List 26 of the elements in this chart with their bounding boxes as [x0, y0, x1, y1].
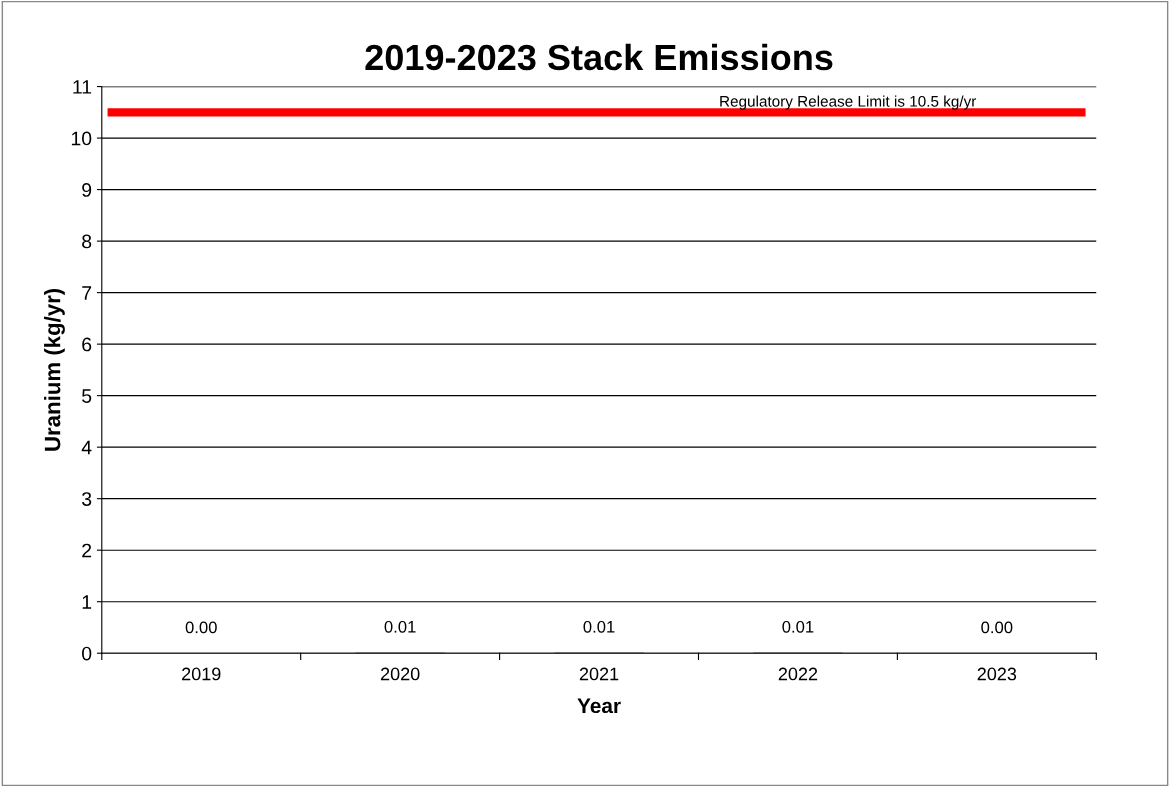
data-label: 0.01 [384, 620, 416, 633]
y-tick-label: 5 [82, 389, 92, 403]
ref-line-label: Regulatory Release Limit is 10.5 kg/yr [720, 95, 977, 110]
y-tick-label: 9 [82, 183, 92, 197]
data-label: 0.00 [185, 621, 217, 634]
x-tick-label: 2023 [977, 667, 1017, 681]
y-tick-label: 3 [82, 492, 92, 506]
x-tick-label: 2022 [778, 667, 818, 681]
y-tick-label: 7 [82, 286, 92, 300]
data-label: 0.01 [782, 620, 814, 633]
data-label: 0.00 [981, 621, 1013, 634]
y-axis-title: Uranium (kg/yr) [44, 288, 65, 451]
y-tick-label: 8 [82, 234, 92, 249]
y-tick-label: 6 [82, 337, 92, 352]
y-tick-label: 11 [73, 80, 92, 94]
y-tick-label: 4 [81, 440, 92, 455]
x-tick-label: 2019 [182, 667, 221, 681]
y-tick-label: 0 [82, 646, 92, 661]
x-axis-title: Year [577, 698, 621, 714]
x-tick-label: 2020 [380, 667, 420, 681]
data-label: 0.01 [583, 620, 615, 633]
x-tick-label: 2021 [579, 667, 619, 681]
chart-title: 2019-2023 Stack Emissions [365, 43, 833, 71]
y-tick-label: 1 [82, 595, 92, 609]
y-tick-label: 2 [82, 543, 92, 558]
y-tick-label: 10 [71, 131, 92, 146]
